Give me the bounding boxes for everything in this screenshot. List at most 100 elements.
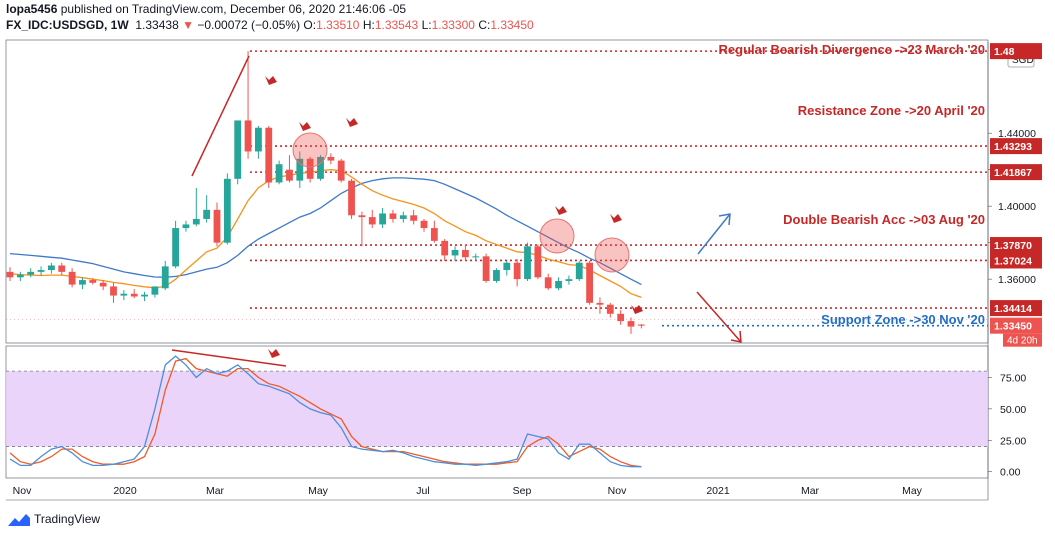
level-price-label: 1.43293 (994, 141, 1032, 153)
time-axis-label: Nov (13, 485, 32, 497)
candle-body (637, 324, 645, 326)
candle-body (358, 215, 366, 218)
level-price-label: 1.48 (994, 46, 1015, 58)
candle-body (244, 120, 252, 152)
time-axis-label: May (902, 485, 923, 497)
candle-body (575, 262, 583, 280)
level-price-tag (990, 252, 1042, 269)
countdown-label: 4d 20h (1007, 336, 1038, 347)
candle-body (430, 228, 438, 241)
candle-body (141, 294, 148, 297)
candle-body (627, 321, 635, 327)
candle-body (606, 304, 614, 314)
price-tick-label: 1.40000 (998, 201, 1036, 213)
close-label: C: (478, 18, 491, 32)
candle-body (617, 313, 625, 322)
stochastic-tick-label: 25.00 (1000, 435, 1026, 447)
level-price-label: 1.41867 (994, 167, 1032, 179)
candle-body (379, 213, 386, 225)
price-tick-label: 1.36000 (998, 274, 1036, 286)
candle-body (68, 271, 76, 285)
low-value: 1.33300 (431, 18, 475, 32)
countdown-tag (1003, 333, 1042, 347)
candle-body (555, 280, 562, 289)
bear-signal-icon (299, 122, 311, 131)
candle-body (348, 180, 355, 216)
candle-body (306, 158, 314, 179)
candle-body (441, 240, 449, 256)
highlight-circle (292, 132, 328, 168)
down-arrow-icon (696, 291, 742, 343)
up-arrow-icon (697, 213, 731, 255)
down-arrow-icon: ▼ (182, 18, 194, 32)
low-label: L: (421, 18, 432, 32)
candle-body (534, 246, 542, 278)
candle-body (493, 270, 500, 281)
candle-body (37, 270, 45, 272)
time-axis-label: Nov (608, 485, 627, 497)
symbol-name[interactable]: FX_IDC:USDSGD, 1W (6, 18, 129, 32)
candle-body (265, 127, 273, 183)
high-label: H: (362, 18, 375, 32)
candle-body (286, 169, 293, 181)
time-axis-label: Mar (801, 485, 820, 497)
tradingview-logo-icon[interactable] (8, 512, 30, 526)
level-price-label: 1.33450 (994, 321, 1032, 333)
publisher-name[interactable]: lopa5456 (6, 2, 58, 16)
time-axis-label: May (308, 485, 329, 497)
candle-body (327, 156, 335, 161)
annotation-support: Support Zone ->30 Nov '20 (821, 312, 985, 327)
level-price-tag (990, 237, 1042, 254)
candle-body (79, 280, 86, 285)
candle-body (410, 215, 418, 221)
candle-body (462, 249, 469, 258)
footer-brand[interactable]: TradingView (34, 512, 101, 526)
candle-body (151, 286, 159, 295)
time-axis-label: Mar (206, 485, 225, 497)
candle-body (223, 178, 231, 243)
candle-body (120, 293, 128, 296)
published-text: published on TradingView.com, December 0… (60, 2, 407, 16)
level-price-label: 1.34414 (994, 303, 1032, 315)
candle-body (255, 127, 262, 152)
stochastic-band-fill (6, 371, 988, 447)
candle-body (503, 262, 511, 271)
candle-body (130, 293, 138, 297)
currency-badge-label: SGD (1012, 55, 1034, 66)
chart-header: lopa5456 published on TradingView.com, D… (6, 2, 534, 32)
candle-body (482, 256, 490, 281)
level-price-tag (990, 164, 1042, 181)
level-price-tag (990, 43, 1042, 60)
level-price-label: 1.37870 (994, 240, 1032, 252)
highlight-circle (594, 237, 630, 273)
time-axis-label: 2021 (706, 485, 730, 497)
candle-body (6, 271, 14, 278)
candle-body (472, 256, 480, 258)
price-tick-label: 1.44000 (998, 128, 1036, 140)
annotation-double-bearish: Double Bearish Acc ->03 Aug '20 (783, 212, 985, 227)
candle-body (203, 209, 211, 219)
price-chart[interactable]: 1.440001.420001.400001.380001.36000SGDNo… (0, 0, 1055, 505)
annotation-resistance: Resistance Zone ->20 April '20 (798, 103, 985, 118)
annotation-divergence: Regular Bearish Divergence ->23 March '2… (719, 42, 985, 57)
candle-body (213, 209, 221, 243)
candle-body (234, 120, 242, 179)
candle-body (565, 279, 573, 281)
candle-body (110, 286, 117, 296)
time-axis-label: 2020 (113, 485, 137, 497)
candle-body (16, 274, 24, 278)
open-value: 1.33510 (316, 18, 360, 32)
symbol-line: FX_IDC:USDSGD, 1W 1.33438 ▼ −0.00072 (−0… (6, 18, 534, 32)
candle-body (337, 160, 345, 181)
time-axis-label: Jul (416, 485, 429, 497)
candle-body (420, 220, 428, 229)
candle-body (451, 249, 459, 256)
bear-signal-icon (265, 76, 277, 85)
candle-body (296, 158, 304, 181)
bear-signal-icon (346, 118, 358, 127)
candle-body (99, 282, 107, 287)
footer: TradingView (8, 512, 100, 526)
level-price-label: 1.37024 (994, 255, 1032, 267)
candle-body (586, 262, 593, 303)
stochastic-tick-label: 50.00 (1000, 404, 1026, 416)
